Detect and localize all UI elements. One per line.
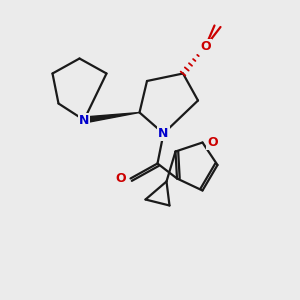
Text: O: O [116,172,126,185]
Text: N: N [79,113,89,127]
Text: N: N [158,127,169,140]
Polygon shape [84,112,140,123]
Text: O: O [207,136,217,149]
Text: O: O [200,40,211,53]
